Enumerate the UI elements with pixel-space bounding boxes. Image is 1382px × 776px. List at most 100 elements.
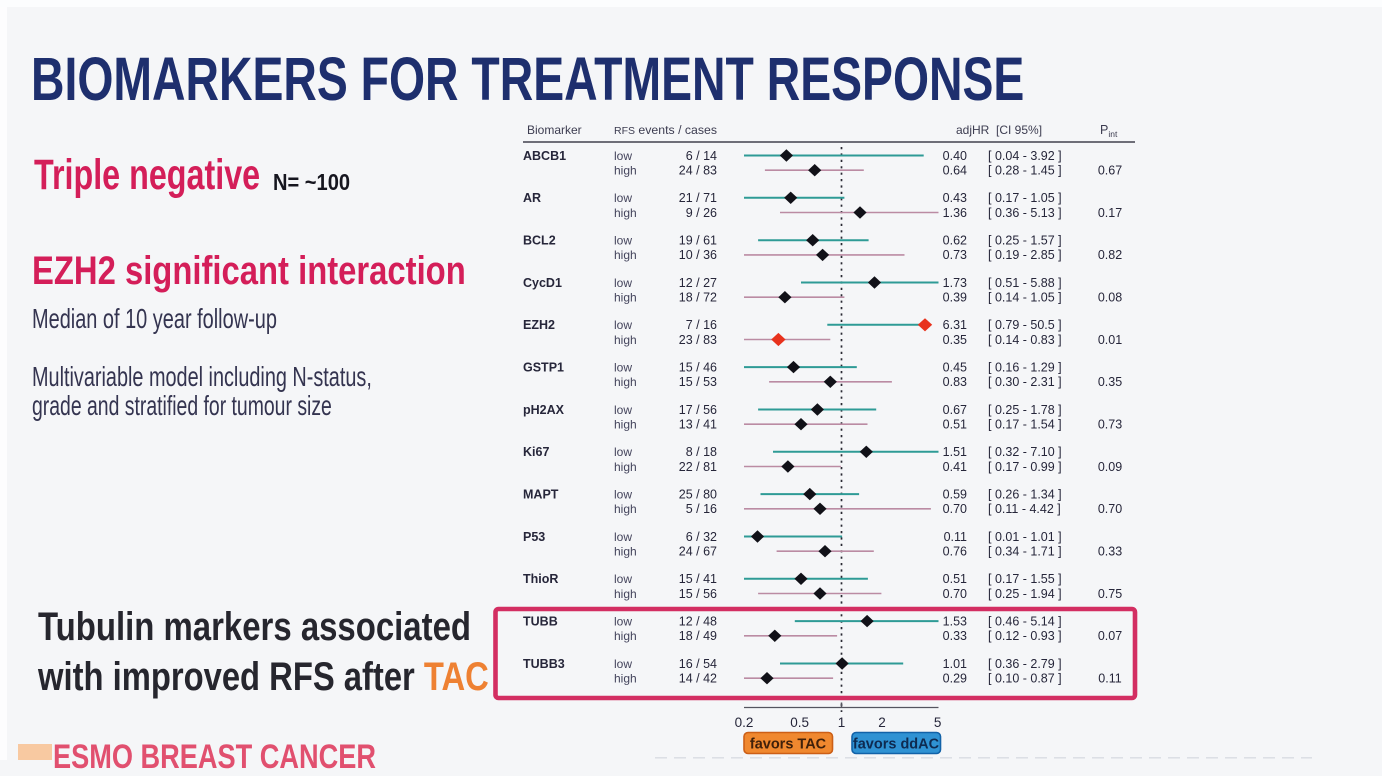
svg-text:low: low [614,572,632,586]
svg-text:high: high [614,629,637,643]
svg-text:ThioR: ThioR [523,572,558,586]
svg-text:5: 5 [934,715,942,730]
svg-text:CycD1: CycD1 [523,276,562,290]
svg-text:0.01: 0.01 [1098,333,1122,347]
svg-text:P53: P53 [523,530,545,544]
svg-text:7 / 16: 7 / 16 [686,318,717,332]
svg-text:high: high [614,672,637,686]
svg-text:high: high [614,375,637,389]
svg-text:[ 0.01 - 1.01 ]: [ 0.01 - 1.01 ] [988,530,1062,544]
svg-text:0.73: 0.73 [1098,418,1122,432]
svg-text:adjHR [CI 95%]: adjHR [CI 95%] [956,123,1042,137]
svg-text:0.41: 0.41 [943,460,967,474]
svg-text:0.39: 0.39 [943,291,967,305]
svg-text:low: low [614,149,632,163]
svg-text:[ 0.36 - 5.13 ]: [ 0.36 - 5.13 ] [988,206,1062,220]
svg-text:low: low [614,657,632,671]
svg-text:0.82: 0.82 [1098,248,1122,262]
svg-text:22 / 81: 22 / 81 [679,460,717,474]
svg-text:0.11: 0.11 [1098,672,1121,686]
svg-text:0.62: 0.62 [943,234,967,248]
svg-text:low: low [614,276,632,290]
svg-text:0.76: 0.76 [943,545,967,559]
svg-text:8 / 18: 8 / 18 [686,445,717,459]
svg-text:18 / 72: 18 / 72 [679,291,717,305]
svg-text:0.07: 0.07 [1098,629,1122,643]
svg-text:0.33: 0.33 [943,629,967,643]
svg-text:0.59: 0.59 [943,487,967,501]
svg-text:15 / 46: 15 / 46 [679,360,717,374]
svg-text:0.33: 0.33 [1098,545,1122,559]
svg-text:high: high [614,291,637,305]
svg-text:0.40: 0.40 [943,149,967,163]
svg-text:high: high [614,418,637,432]
svg-text:[ 0.34 - 1.71 ]: [ 0.34 - 1.71 ] [988,545,1062,559]
svg-text:[ 0.25 - 1.57 ]: [ 0.25 - 1.57 ] [988,234,1062,248]
svg-text:high: high [614,502,637,516]
svg-text:[ 0.17 - 1.05 ]: [ 0.17 - 1.05 ] [988,191,1062,205]
svg-text:high: high [614,587,637,601]
svg-text:low: low [614,445,632,459]
svg-text:0.17: 0.17 [1098,206,1122,220]
svg-text:0.43: 0.43 [943,191,967,205]
svg-text:[ 0.16 - 1.29 ]: [ 0.16 - 1.29 ] [988,360,1062,374]
svg-text:TUBB3: TUBB3 [523,657,565,671]
svg-text:0.2: 0.2 [735,715,754,730]
svg-text:5 / 16: 5 / 16 [686,502,717,516]
svg-text:0.35: 0.35 [943,333,967,347]
svg-text:pH2AX: pH2AX [523,403,565,417]
svg-text:high: high [614,164,637,178]
svg-text:EZH2: EZH2 [523,318,555,332]
svg-text:low: low [614,403,632,417]
svg-text:0.51: 0.51 [943,418,967,432]
svg-text:1.53: 1.53 [943,614,967,628]
svg-text:18 / 49: 18 / 49 [679,629,717,643]
svg-text:[ 0.36 - 2.79 ]: [ 0.36 - 2.79 ] [988,657,1062,671]
svg-text:15 / 41: 15 / 41 [679,572,717,586]
svg-text:0.11: 0.11 [944,530,967,544]
svg-text:[ 0.26 - 1.34 ]: [ 0.26 - 1.34 ] [988,487,1062,501]
svg-text:AR: AR [523,191,541,205]
svg-text:0.08: 0.08 [1098,291,1122,305]
svg-text:24 / 67: 24 / 67 [679,545,717,559]
svg-text:24 / 83: 24 / 83 [679,164,717,178]
svg-text:low: low [614,614,632,628]
svg-text:15 / 56: 15 / 56 [679,587,717,601]
svg-text:[ 0.17 - 1.54 ]: [ 0.17 - 1.54 ] [988,418,1062,432]
svg-text:[ 0.25 - 1.78 ]: [ 0.25 - 1.78 ] [988,403,1062,417]
svg-text:1.51: 1.51 [943,445,967,459]
svg-text:16 / 54: 16 / 54 [679,657,717,671]
svg-text:low: low [614,234,632,248]
svg-text:0.73: 0.73 [943,248,967,262]
svg-text:0.64: 0.64 [943,164,967,178]
svg-text:12 / 27: 12 / 27 [679,276,717,290]
svg-text:10 / 36: 10 / 36 [679,248,717,262]
svg-text:0.5: 0.5 [790,715,809,730]
svg-text:13 / 41: 13 / 41 [679,418,717,432]
svg-text:1.73: 1.73 [943,276,967,290]
svg-text:17 / 56: 17 / 56 [679,403,717,417]
svg-text:[ 0.17 - 0.99 ]: [ 0.17 - 0.99 ] [988,460,1062,474]
svg-text:BCL2: BCL2 [523,234,556,248]
svg-text:0.70: 0.70 [1098,502,1122,516]
svg-text:Pint: Pint [1100,123,1118,139]
svg-text:high: high [614,206,637,220]
svg-text:[ 0.04 - 3.92 ]: [ 0.04 - 3.92 ] [988,149,1062,163]
svg-text:21 / 71: 21 / 71 [679,191,717,205]
svg-text:TUBB: TUBB [523,614,558,628]
svg-text:0.70: 0.70 [943,502,967,516]
svg-text:6.31: 6.31 [943,318,967,332]
svg-text:15 / 53: 15 / 53 [679,375,717,389]
svg-text:Ki67: Ki67 [523,445,549,459]
svg-text:high: high [614,333,637,347]
svg-text:0.67: 0.67 [943,403,967,417]
svg-text:23 / 83: 23 / 83 [679,333,717,347]
svg-text:[ 0.14 - 1.05 ]: [ 0.14 - 1.05 ] [988,291,1062,305]
svg-text:[ 0.17 - 1.55 ]: [ 0.17 - 1.55 ] [988,572,1062,586]
svg-text:12 / 48: 12 / 48 [679,614,717,628]
svg-text:[ 0.32 - 7.10 ]: [ 0.32 - 7.10 ] [988,445,1062,459]
svg-text:0.75: 0.75 [1098,587,1122,601]
svg-text:high: high [614,248,637,262]
svg-text:0.29: 0.29 [943,672,967,686]
svg-text:[ 0.10 - 0.87 ]: [ 0.10 - 0.87 ] [988,672,1062,686]
